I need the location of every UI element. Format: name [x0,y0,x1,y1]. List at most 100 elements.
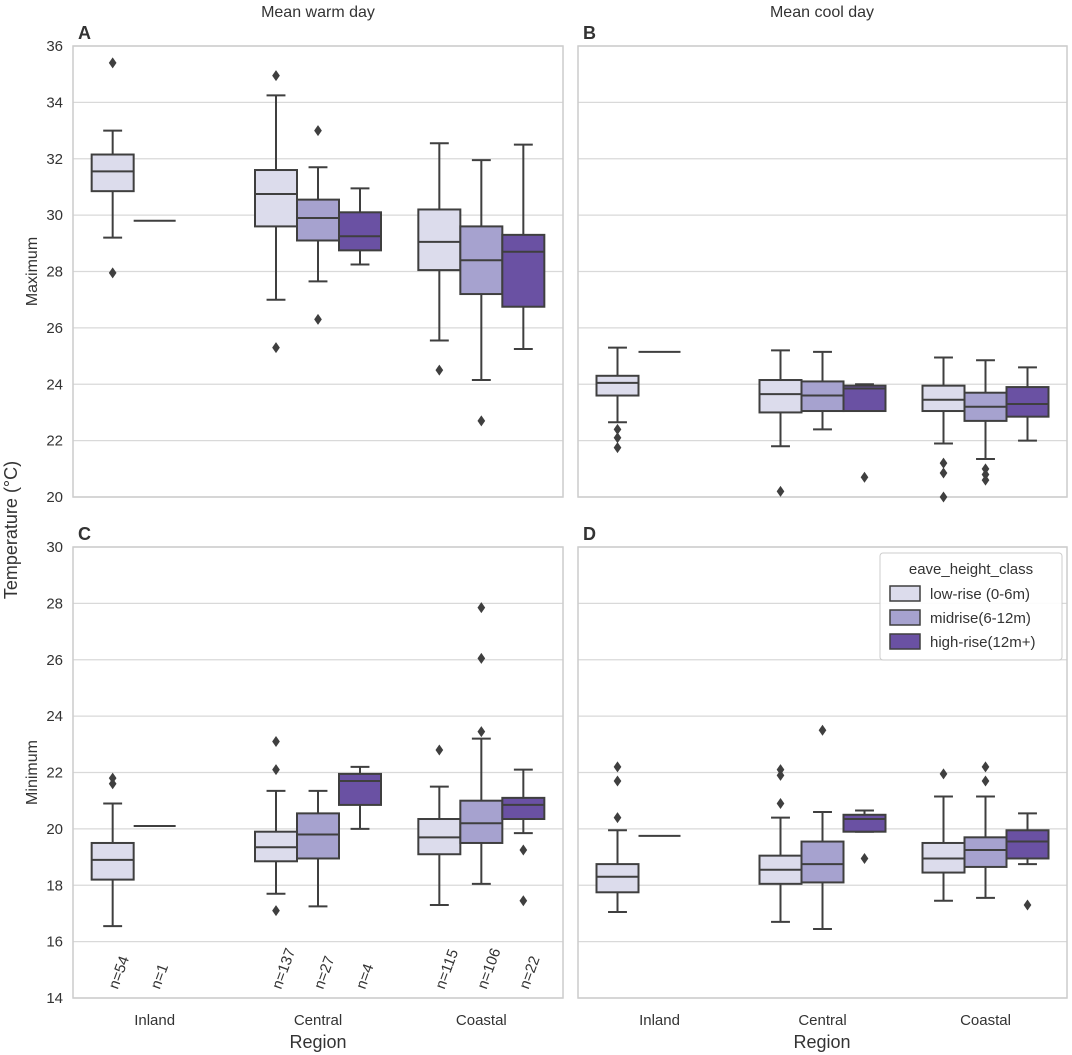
outlier-point [314,313,322,325]
outlier-point [613,432,622,444]
iqr-box [90,153,135,193]
x-tick-label: Coastal [456,1012,507,1029]
outlier-point [613,775,622,787]
outlier-point [939,768,948,780]
count-label: n=137 [269,946,299,991]
outlier-point [1023,899,1032,911]
box-coastal-low [417,142,462,376]
outlier-point [776,485,785,497]
box-coastal-high [1005,812,1050,911]
outlier-point [108,267,117,279]
panel-frame [577,546,1068,999]
outlier-point [981,468,990,480]
outlier-point [272,342,280,354]
outlier-point [939,467,948,479]
box-central-high [338,187,382,266]
y-tick-label: 32 [46,151,63,168]
y-tick-label: 18 [46,877,63,894]
x-tick-label: Central [798,1012,846,1029]
box-central-mid [800,724,845,930]
iqr-box [338,772,382,806]
outlier-point [939,457,948,469]
outlier-point [435,364,444,376]
outlier-point [613,812,622,824]
box-coastal-mid [459,159,504,427]
col-title-warm: Mean warm day [261,4,375,21]
outlier-point [519,844,528,856]
box-central-low: n=137 [254,735,299,991]
panel-letter: C [78,524,91,544]
box-central-mid [296,125,340,325]
box-central-mid: n=27 [296,789,340,991]
iqr-box [90,841,135,881]
y-tick-label: 36 [46,38,63,55]
shared-y-label: Temperature (°C) [1,461,21,599]
row-label: Maximum [24,237,41,306]
legend-frame [879,552,1063,661]
outlier-point [981,474,990,486]
x-tick-label: Coastal [960,1012,1011,1029]
outlier-point [108,778,117,790]
box-inland-mid: n=1 [133,825,176,992]
box-central-high [842,809,887,864]
legend-label-high: high-rise(12m+) [930,634,1035,651]
iqr-box [501,233,546,308]
iqr-box [254,169,298,228]
iqr-box [1005,829,1050,860]
y-tick-label: 30 [46,207,63,224]
y-tick-label: 20 [46,821,63,838]
box-coastal-mid [963,761,1008,899]
panel-frame [577,45,1068,498]
legend-swatch-mid [889,609,921,626]
outlier-point [477,652,486,664]
outlier-point [272,735,280,747]
outlier-point [314,125,322,137]
outlier-point [477,726,486,738]
outlier-point [477,602,486,614]
outlier-point [981,761,990,773]
panel-letter: D [583,524,596,544]
panel-frame [72,45,564,498]
legend-title: eave_height_class [909,561,1033,578]
panel-letter: B [583,23,596,43]
iqr-box [595,374,640,397]
box-coastal-high [1005,366,1050,442]
outlier-point [860,471,869,483]
outlier-point [776,798,785,810]
box-coastal-mid: n=106 [459,602,505,991]
y-tick-label: 22 [46,433,63,450]
outlier-point [108,772,117,784]
y-tick-label: 24 [46,376,63,393]
iqr-box [963,836,1008,868]
outlier-point [860,852,869,864]
panel-letter: A [78,23,91,43]
outlier-point [272,70,280,82]
count-label: n=115 [432,947,462,991]
outlier-point [818,724,827,736]
outlier-point [939,491,948,503]
iqr-box [800,840,845,884]
box-central-low [758,764,803,923]
y-tick-label: 14 [46,990,63,1007]
outlier-point [613,761,622,773]
panel-b: B [577,23,1068,503]
box-inland-low [90,57,135,279]
box-inland-low [595,346,640,454]
outlier-point [981,775,990,787]
x-tick-label: Inland [134,1012,175,1029]
iqr-box [459,799,504,844]
count-label: n=1 [147,962,172,992]
box-coastal-mid [963,359,1008,486]
box-coastal-low: n=115 [417,744,462,991]
box-coastal-high: n=22 [501,768,546,991]
outlier-point [272,905,280,917]
col-title-cool: Mean cool day [770,4,874,21]
iqr-box [921,384,966,413]
panel-a: A 20 22 24 26 28 30 32 34 36 Maximum [24,23,564,506]
outlier-point [613,423,622,435]
y-tick-label: 34 [46,94,63,111]
legend-label-mid: midrise(6-12m) [930,610,1031,627]
box-inland-low [595,761,640,914]
iqr-box [417,208,462,272]
y-tick-label: 20 [46,489,63,506]
